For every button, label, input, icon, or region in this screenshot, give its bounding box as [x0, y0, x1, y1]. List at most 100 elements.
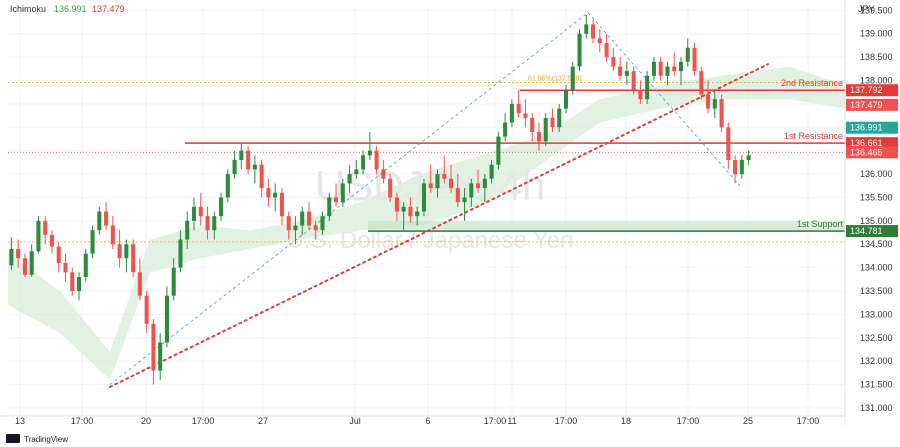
- candle-body: [49, 234, 54, 247]
- candle-body: [401, 206, 406, 212]
- currency-label: JPY: [858, 4, 875, 14]
- candle-body: [618, 66, 623, 76]
- candle-body: [225, 174, 230, 198]
- x-tick-label: Jul: [349, 416, 361, 426]
- y-tick-label: 132.500: [860, 333, 893, 343]
- candle-body: [83, 253, 88, 277]
- candle-body: [746, 155, 751, 161]
- indicator-value-1: 136.991: [54, 4, 87, 14]
- level-price-tag: [846, 137, 898, 150]
- candle-body: [185, 220, 190, 240]
- candle-body: [76, 276, 82, 292]
- y-tick-label: 133.500: [860, 286, 893, 296]
- x-tick-label: 20: [141, 416, 151, 426]
- candle-body: [124, 244, 129, 259]
- candle-body: [164, 295, 169, 343]
- candle-body: [279, 192, 284, 217]
- candle-body: [212, 216, 217, 231]
- candle-body: [171, 267, 176, 296]
- candle-body: [530, 117, 535, 132]
- price-tag: [846, 98, 898, 111]
- candle-body: [415, 211, 420, 217]
- swing-line-up: [109, 12, 589, 385]
- candle-body: [239, 150, 244, 161]
- candle-body: [563, 89, 569, 109]
- y-tick-label: 131.500: [860, 380, 893, 390]
- indicator-name: Ichimoku: [10, 4, 46, 14]
- candle-body: [692, 47, 697, 72]
- candle-body: [394, 197, 399, 212]
- candle-body: [354, 169, 359, 175]
- candle-body: [435, 174, 440, 189]
- levels: 2nd Resistance 1st Resistance 1st Support 6…: [8, 75, 845, 243]
- candle-body: [361, 155, 366, 170]
- candle-body: [246, 150, 251, 170]
- candle-body: [367, 150, 372, 156]
- support-zone: [368, 221, 845, 232]
- candle-body: [509, 103, 514, 123]
- y-tick-label: 133.000: [860, 309, 893, 319]
- candle-body: [43, 220, 48, 235]
- x-tick-label: 17:00: [555, 416, 578, 426]
- candle-body: [516, 103, 521, 114]
- candle-body: [577, 33, 582, 67]
- candle-body: [306, 211, 312, 226]
- candle-body: [286, 216, 291, 231]
- candle-body: [408, 206, 413, 217]
- candle-body: [110, 225, 115, 245]
- candle-body: [29, 251, 34, 275]
- time-axis[interactable]: 13 17:00 20 17:00 27 Jul 6 17:00 11 17:00 18 17:00 2…: [0, 415, 845, 426]
- price-tag-label: 136.465: [850, 147, 883, 157]
- price-tag-label: 137.479: [850, 100, 883, 110]
- candle-body: [672, 66, 677, 72]
- candle-body: [259, 164, 264, 189]
- price-axis[interactable]: 139.500139.000138.500138.000137.500137.0…: [844, 0, 898, 425]
- candle-body: [678, 61, 684, 72]
- candle-body: [151, 323, 156, 371]
- candle-body: [645, 75, 650, 100]
- x-tick-label: 11: [507, 416, 516, 426]
- candle-body: [381, 169, 386, 179]
- candle-body: [536, 131, 541, 142]
- candle-body: [313, 225, 318, 231]
- candle-body: [327, 197, 332, 217]
- candle-body: [712, 99, 717, 109]
- candle-body: [699, 71, 704, 95]
- swing-line-down: [587, 12, 741, 187]
- candle-body: [347, 174, 352, 184]
- y-tick-label: 136.000: [860, 169, 893, 179]
- x-tick-label: 18: [621, 416, 631, 426]
- price-tag: [846, 121, 898, 134]
- y-tick-label: 135.000: [860, 216, 893, 226]
- candle-body: [104, 211, 109, 226]
- candle-body: [726, 127, 731, 161]
- price-tag-label: 136.991: [850, 123, 883, 133]
- tradingview-logo-icon: [6, 434, 20, 443]
- candle-body: [273, 192, 278, 198]
- candle-body: [144, 295, 149, 324]
- candle-body: [482, 178, 487, 189]
- candle-body: [604, 43, 609, 58]
- candle-body: [97, 211, 102, 231]
- candle-body: [70, 272, 75, 292]
- candle-body: [584, 24, 589, 34]
- level-annotation: 1st Support: [797, 219, 844, 229]
- candle-body: [63, 262, 68, 273]
- candle-body: [131, 244, 136, 273]
- candle-body: [428, 183, 433, 189]
- candle-body: [293, 225, 298, 231]
- candle-body: [651, 61, 656, 76]
- candle-body: [219, 197, 224, 217]
- candle-body: [388, 178, 393, 198]
- candle-body: [597, 38, 602, 44]
- x-tick-label: 17:00: [677, 416, 700, 426]
- candle-body: [469, 183, 474, 198]
- candle-body: [638, 89, 643, 100]
- candle-body: [158, 342, 163, 371]
- y-tick-label: 134.500: [860, 239, 893, 249]
- x-tick-label: 17:00: [797, 416, 820, 426]
- y-tick-label: 132.000: [860, 356, 893, 366]
- candle-body: [448, 178, 454, 189]
- candle-body: [476, 183, 481, 189]
